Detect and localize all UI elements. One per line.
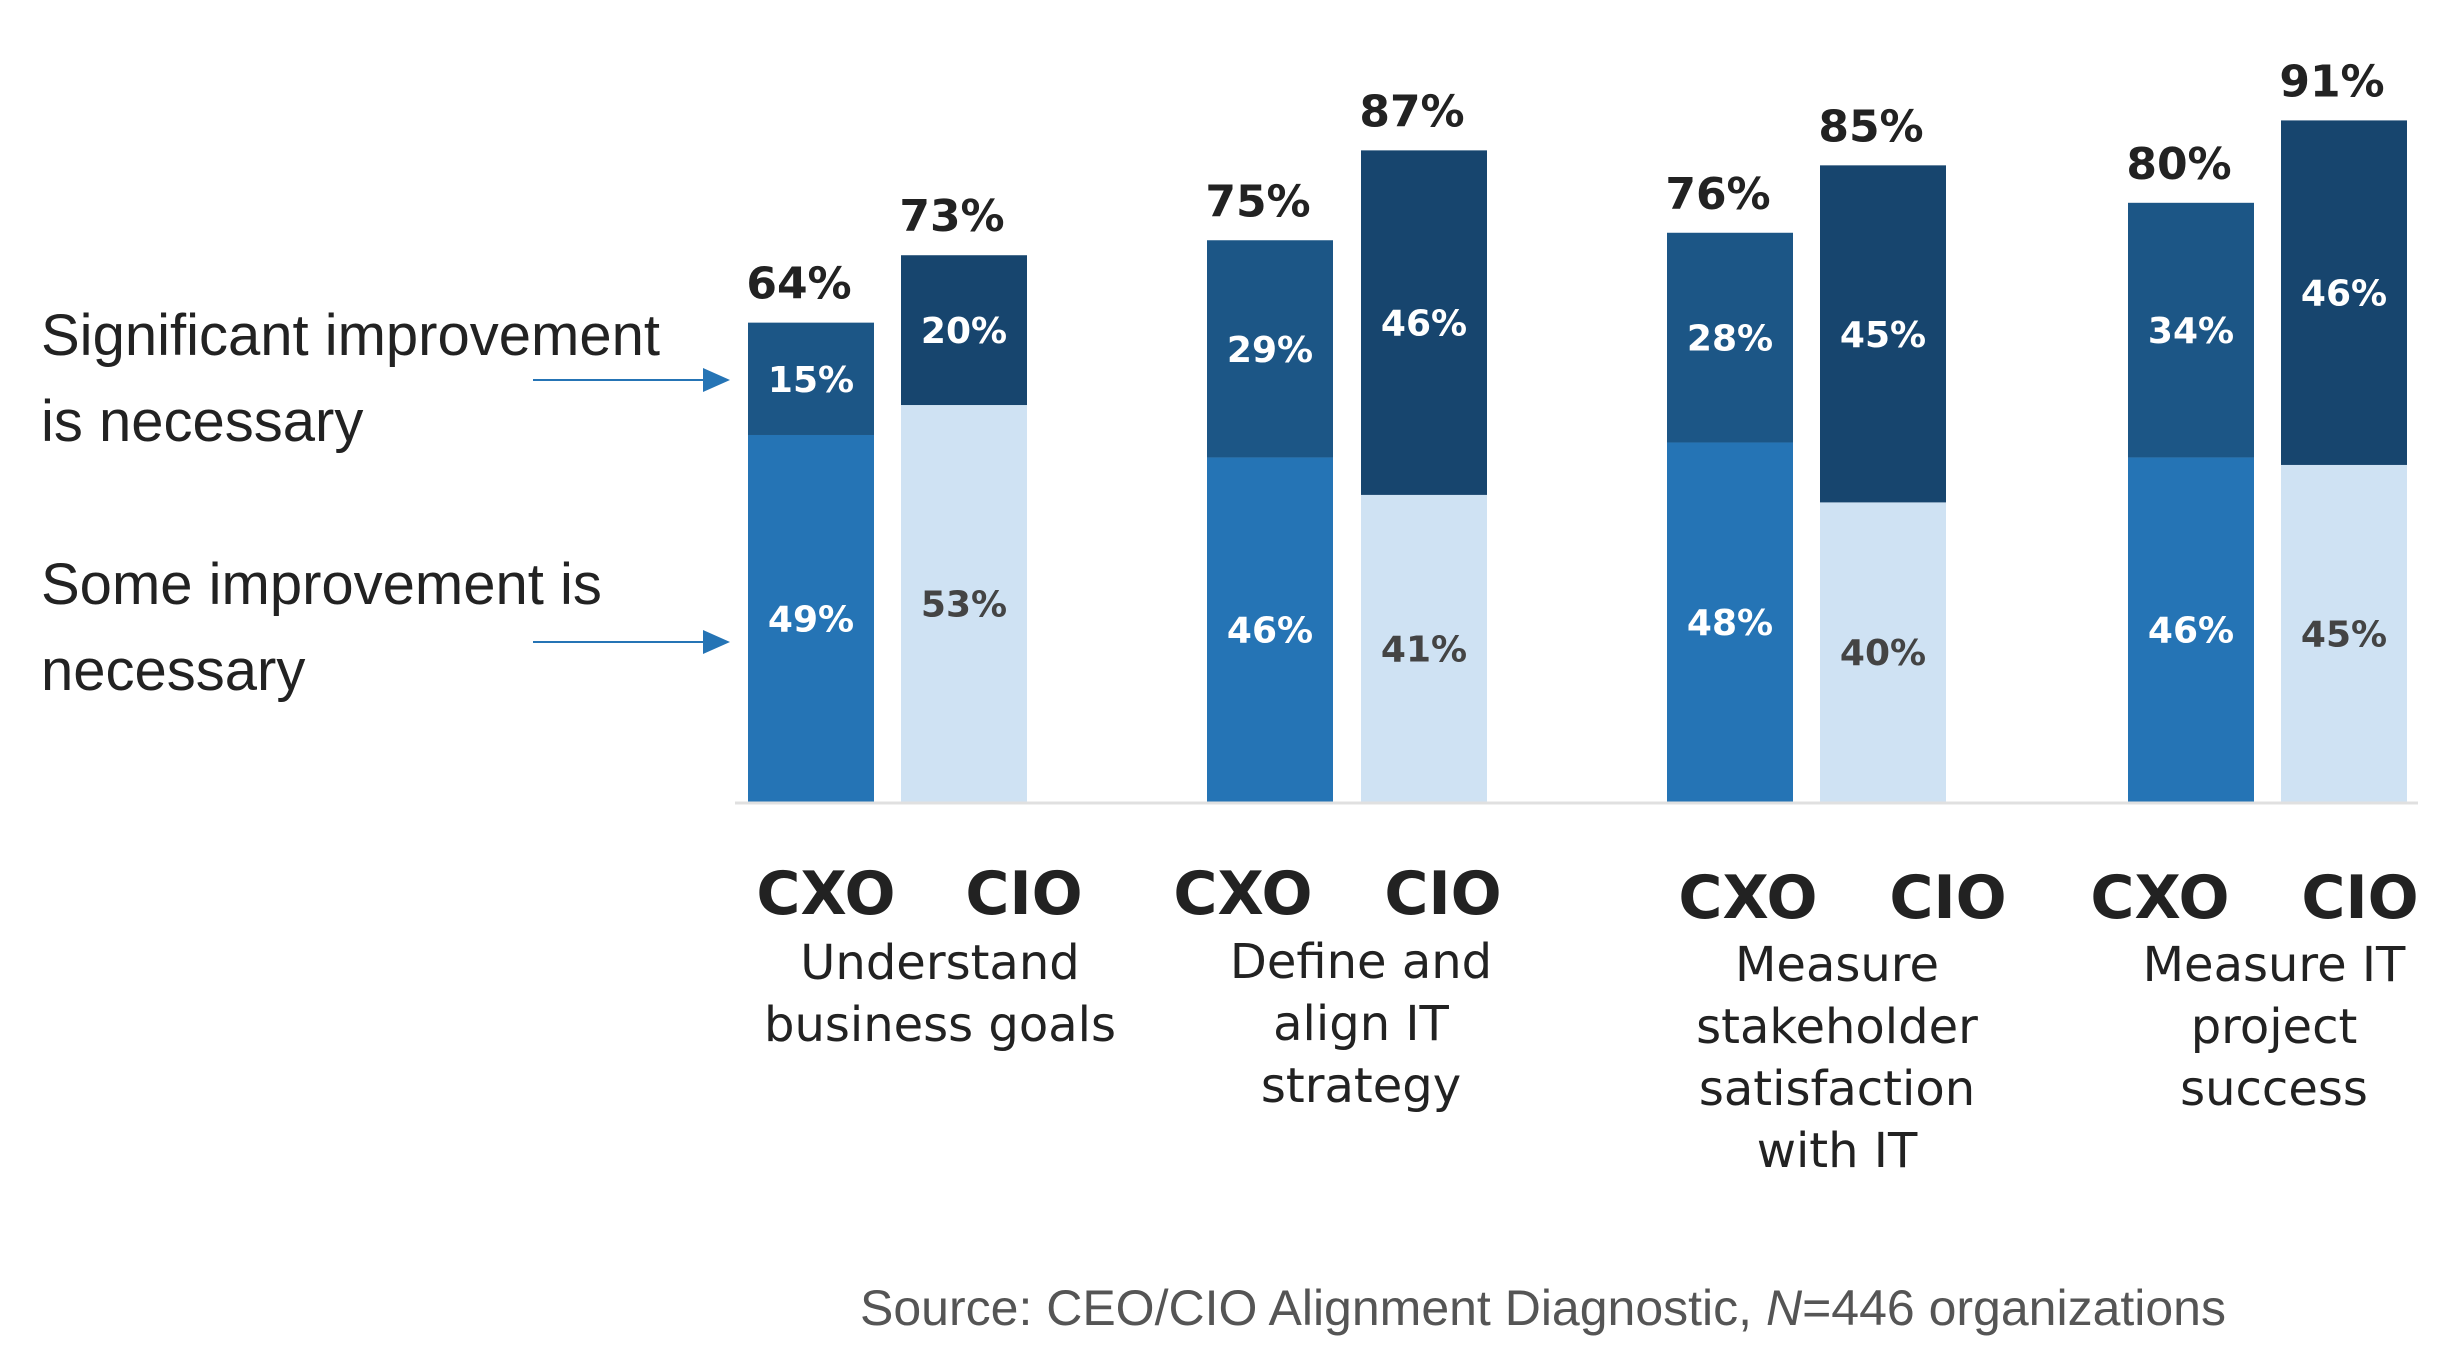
source-suffix: =446 organizations [1802,1280,2226,1336]
data-label-significant: 20% [921,311,1007,352]
group-label-cxo: CXO [2090,863,2229,933]
category-label: Measure [1735,937,1939,993]
bar-cxo-some [1667,442,1793,802]
annotation-some-line-1: Some improvement is [41,552,602,617]
data-label-total: 85% [1818,101,1923,152]
bar-cio-some [2281,464,2407,802]
group-label-cio: CIO [965,859,1082,929]
data-label-total: 91% [2279,56,2384,107]
category-label: project [2191,999,2358,1055]
category-label: with IT [1757,1123,1918,1179]
annotation-significant-line-1: Significant improvement [41,303,660,368]
group-label-cxo: CXO [756,859,895,929]
group-label-cio: CIO [1889,863,2006,933]
annotation-some-line-2: necessary [41,638,305,703]
data-label-total: 80% [2126,139,2231,190]
bar-cxo-significant [1667,232,1793,443]
category-label: success [2180,1061,2368,1117]
group-label-cio: CIO [1384,859,1501,929]
data-label-total: 75% [1205,176,1310,227]
data-label-significant: 28% [1687,319,1773,360]
bar-cio-significant [901,255,1027,406]
source-note: Source: CEO/CIO Alignment Diagnostic, N=… [860,1280,2226,1336]
data-label-significant: 46% [2301,274,2387,315]
bar-cxo-some [1207,457,1333,802]
data-label-some: 49% [768,599,854,640]
arrow-icon-significant [533,368,730,392]
category-label: satisfaction [1699,1061,1975,1117]
category-label: Understand [800,935,1079,991]
category-label: strategy [1261,1058,1461,1114]
data-label-some: 41% [1381,629,1467,670]
data-label-significant: 46% [1381,304,1467,345]
data-label-total: 73% [899,191,1004,242]
group-label-cxo: CXO [1173,859,1312,929]
source-italic: N [1766,1280,1803,1336]
annotations: Significant improvement is necessary Som… [41,303,730,703]
bars [748,120,2407,802]
data-label-some: 46% [2148,611,2234,652]
data-label-some: 53% [921,585,1007,626]
data-label-significant: 15% [768,360,854,401]
data-label-some: 48% [1687,603,1773,644]
bar-cio-significant [2281,120,2407,465]
data-label-significant: 29% [1227,330,1313,371]
bar-cio-significant [1820,165,1946,503]
annotation-significant-line-2: is necessary [41,389,363,454]
category-label: business goals [764,997,1116,1053]
source-prefix: Source: CEO/CIO Alignment Diagnostic, [860,1280,1766,1336]
data-label-some: 40% [1840,633,1926,674]
data-label-significant: 34% [2148,311,2234,352]
category-label: Define and [1230,934,1492,990]
category-label: Measure IT [2143,937,2406,993]
data-label-significant: 45% [1840,315,1926,356]
bar-cxo-some [2128,457,2254,802]
bar-cxo-significant [748,322,874,435]
group-label-cxo: CXO [1678,863,1817,933]
bar-cio-significant [1361,150,1487,495]
labels: 49% 15% 64% CXO 53% 20% 73% CIO Understand busine… [746,56,2418,1179]
data-label-some: 46% [1227,611,1313,652]
category-label: align IT [1273,996,1449,1052]
bar-cxo-significant [2128,202,2254,458]
category-label: stakeholder [1696,999,1978,1055]
bar-cio-some [1361,494,1487,802]
arrow-icon-some [533,630,730,654]
data-label-total: 64% [746,259,851,310]
data-label-total: 87% [1359,86,1464,137]
group-label-cio: CIO [2301,863,2418,933]
bar-cxo-some [748,434,874,802]
data-label-total: 76% [1665,169,1770,220]
bar-cio-some [901,405,1027,802]
bar-cxo-significant [1207,240,1333,458]
bar-cio-some [1820,502,1946,802]
data-label-some: 45% [2301,614,2387,655]
